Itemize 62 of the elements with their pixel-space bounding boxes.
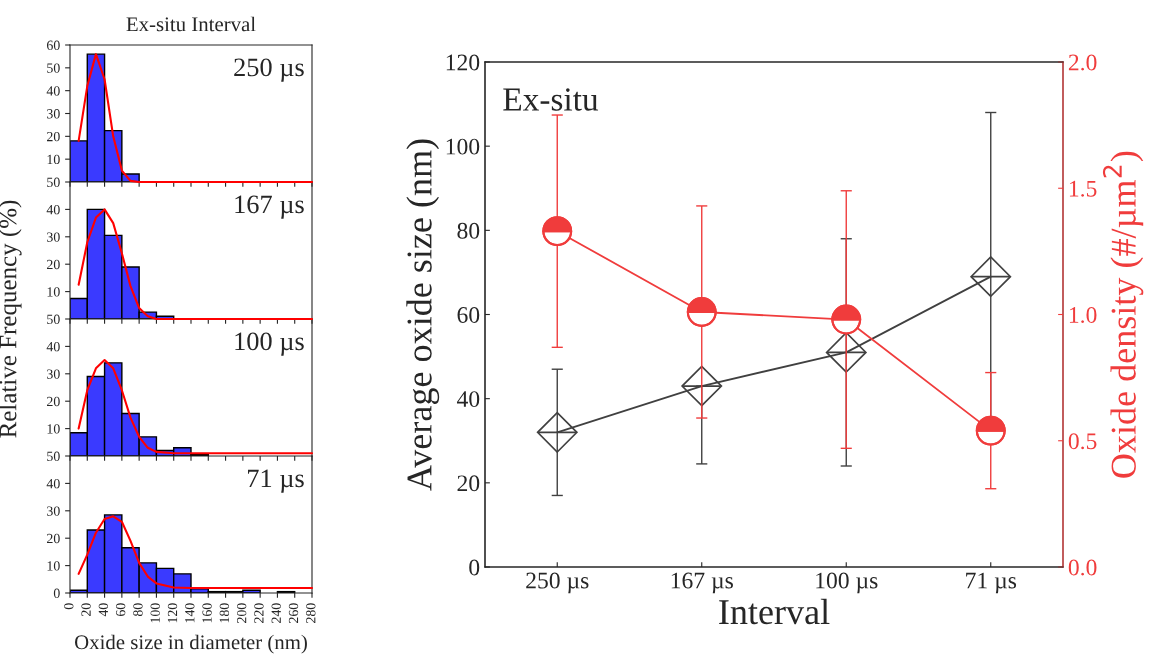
annotation: 167 µs [235,195,304,219]
y-tick-label: 10 [47,561,60,571]
x-tick-label: 100 µs [816,572,878,594]
y2-tick-label: 1.5 [1069,180,1097,197]
y-tick-label: 100 [446,138,480,155]
x-tick-label: 100 [150,603,160,623]
y-tick-label: 50 [47,63,60,73]
y-tick-label: 30 [47,232,60,242]
y-tick-label: 40 [46,204,60,215]
y-tick-label: 50 [47,314,60,324]
y-tick-label: 20 [47,131,60,142]
x-tick-label: 71 µs [966,572,1017,594]
y-tick-label: 120 [446,54,480,71]
y-tick-label: 30 [47,506,60,516]
y-tick-label: 30 [47,369,60,379]
y-tick-label: 40 [46,478,60,489]
y-tick-label: 60 [457,306,480,323]
y-tick-label: 60 [46,40,60,50]
y-tick-label: 30 [47,109,60,119]
y2-tick-label: 2.0 [1068,54,1097,71]
y-tick-label: 40 [46,341,60,352]
annotation: Ex-situ [503,88,599,111]
y-tick-label: 50 [47,177,60,187]
x-axis-title: Interval [719,598,830,625]
y2-axis-title: Oxide density (#/µm$^{2}$) [1102,151,1144,478]
x-tick-label: 220 [254,603,264,623]
y-tick-label: 20 [47,259,60,270]
x-tick-label: 180 [219,603,230,623]
y-tick-label: 50 [47,451,60,461]
x-axis-title: Oxide size in diameter (nm) [75,634,307,654]
y-tick-label: 0 [469,559,480,576]
x-tick-label: 260 [288,603,299,623]
annotation: 71 µs [248,469,304,493]
y-tick-label: 10 [47,424,60,434]
x-tick-label: 0 [64,603,74,610]
y-tick-label: 10 [47,287,60,297]
y-tick-label: 80 [457,222,480,239]
y-tick-label: 20 [457,475,480,492]
y2-tick-label: 1.0 [1069,306,1097,324]
x-tick-label: 250 µs [526,572,589,594]
x-tick-label: 280 [306,603,316,623]
y-tick-label: 40 [46,86,60,96]
chart-title: Ex-situ Interval [126,16,256,32]
x-tick-label: 40 [98,603,109,617]
y-tick-label: 40 [456,391,480,408]
y-tick-label: 10 [47,154,60,165]
x-tick-label: 60 [115,603,126,617]
x-tick-label: 200 [236,603,247,623]
annotation: 100 µs [235,332,304,356]
y-tick-label: 20 [47,533,60,544]
y2-tick-label: 0.5 [1068,433,1097,450]
x-tick-label: 167 µs [671,572,733,594]
x-tick-label: 120 [167,603,178,623]
x-tick-label: 140 [185,603,195,623]
y2-tick-label: 0.0 [1068,559,1097,576]
annotation: 250 µs [234,58,304,82]
x-tick-label: 240 [271,603,281,623]
x-tick-label: 20 [81,603,91,616]
x-tick-label: 80 [133,603,143,617]
y-axis-title: Average oxide size (nm) [406,139,440,491]
x-tick-label: 160 [202,603,212,623]
y-tick-label: 20 [47,396,60,407]
